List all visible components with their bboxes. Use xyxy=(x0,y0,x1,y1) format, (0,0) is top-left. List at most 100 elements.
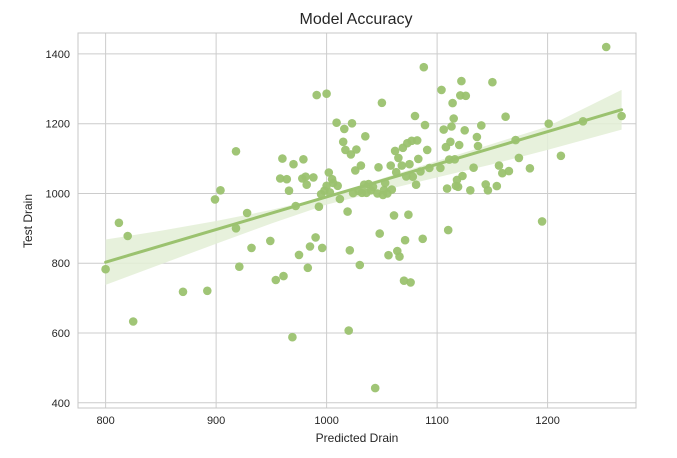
data-point xyxy=(332,118,341,127)
data-point xyxy=(494,161,504,170)
data-point xyxy=(453,182,463,192)
data-point xyxy=(203,286,212,296)
data-point xyxy=(210,195,220,204)
y-tick-labels: 400 600 800 1000 1200 1400 xyxy=(46,49,70,410)
data-point xyxy=(284,186,294,195)
data-point xyxy=(333,181,343,191)
data-point xyxy=(437,85,446,95)
data-point xyxy=(216,186,225,195)
data-points xyxy=(101,42,626,393)
data-point xyxy=(322,89,331,98)
data-point xyxy=(483,186,493,195)
y-tick-label: 1200 xyxy=(46,119,70,131)
data-point xyxy=(537,217,547,226)
data-point xyxy=(442,184,452,193)
data-point xyxy=(311,233,320,242)
data-point xyxy=(361,132,370,141)
data-point xyxy=(266,236,275,246)
data-point xyxy=(279,271,288,281)
data-point xyxy=(461,91,471,101)
data-point xyxy=(601,42,611,52)
data-point xyxy=(314,202,324,211)
data-point xyxy=(301,172,310,181)
data-point xyxy=(123,231,132,241)
y-tick-label: 600 xyxy=(52,328,70,340)
data-point xyxy=(420,120,430,130)
data-point xyxy=(399,276,409,286)
data-point xyxy=(375,229,385,238)
y-axis-label: Test Drain xyxy=(21,194,35,248)
data-point xyxy=(488,77,497,87)
data-point xyxy=(446,137,455,147)
data-point xyxy=(356,161,366,170)
data-point xyxy=(419,62,429,72)
data-point xyxy=(466,186,475,195)
chart-title: Model Accuracy xyxy=(300,11,413,28)
data-point xyxy=(498,168,507,178)
data-point xyxy=(299,155,308,164)
data-point xyxy=(324,168,334,177)
data-point xyxy=(288,332,297,342)
data-point xyxy=(556,151,566,161)
plot-frame xyxy=(77,32,637,409)
data-point xyxy=(305,242,315,251)
x-tick-label: 1200 xyxy=(535,415,559,427)
data-point xyxy=(312,90,322,100)
data-point xyxy=(472,132,482,142)
data-point xyxy=(178,287,188,297)
data-point xyxy=(405,159,414,169)
data-point xyxy=(501,112,510,121)
data-point xyxy=(303,263,313,273)
data-point xyxy=(128,317,138,326)
x-axis-label: Predicted Drain xyxy=(316,431,399,445)
data-point xyxy=(101,264,110,274)
data-point xyxy=(346,150,356,159)
y-tick-label: 1400 xyxy=(46,49,70,61)
regression-line xyxy=(104,108,624,264)
data-point xyxy=(439,125,449,134)
data-point xyxy=(340,124,349,134)
data-point xyxy=(411,180,421,189)
data-point xyxy=(282,174,292,184)
data-point xyxy=(114,218,124,228)
data-point xyxy=(406,278,415,287)
data-point xyxy=(469,163,478,172)
data-point xyxy=(231,147,241,156)
data-point xyxy=(514,153,524,163)
data-point xyxy=(377,98,387,108)
data-point xyxy=(410,111,420,121)
data-point xyxy=(457,76,466,86)
data-point xyxy=(544,119,553,128)
data-point xyxy=(374,163,383,172)
data-point xyxy=(460,126,470,135)
data-point xyxy=(278,154,287,163)
data-point xyxy=(322,181,331,191)
x-tick-label: 1100 xyxy=(425,415,449,427)
data-point xyxy=(294,250,304,260)
data-point xyxy=(395,252,404,261)
data-point xyxy=(617,111,626,121)
data-point xyxy=(458,171,467,181)
data-point xyxy=(355,260,365,270)
data-point xyxy=(247,243,256,253)
data-point xyxy=(418,234,428,244)
data-point xyxy=(242,208,252,218)
data-point xyxy=(235,262,244,272)
data-point xyxy=(343,207,352,216)
data-point xyxy=(351,166,360,175)
data-point xyxy=(397,161,407,170)
x-tick-label: 1000 xyxy=(314,415,338,427)
data-point xyxy=(317,243,327,253)
y-tick-label: 400 xyxy=(52,398,70,410)
data-point xyxy=(404,210,413,219)
data-point xyxy=(525,164,535,173)
x-tick-label: 800 xyxy=(96,415,114,427)
data-point xyxy=(389,211,399,220)
data-point xyxy=(347,119,357,128)
data-point xyxy=(271,275,281,285)
data-point xyxy=(447,122,456,131)
x-tick-label: 900 xyxy=(207,415,225,427)
data-point xyxy=(309,173,318,182)
data-point xyxy=(408,172,418,181)
